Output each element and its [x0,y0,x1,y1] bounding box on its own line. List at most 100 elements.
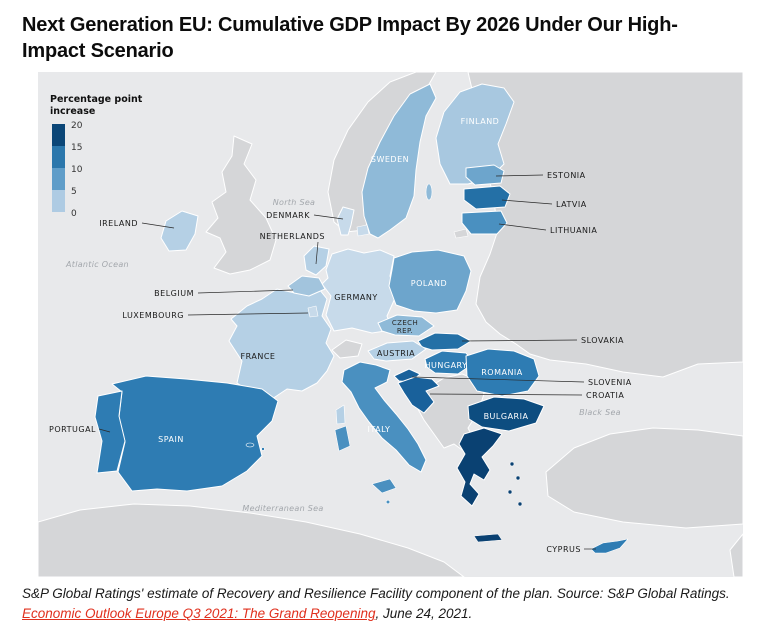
country-czech-republic [377,314,435,337]
sea-label-mediterranean-sea: Mediterranean Sea [242,504,323,513]
country-lithuania [461,210,508,235]
label-austria: AUSTRIA [377,349,415,358]
label-poland: POLAND [411,279,447,288]
label-germany: GERMANY [334,293,378,302]
country-belgium [287,275,326,297]
country-cyprus [590,538,629,554]
island-sardinia [334,425,351,452]
country-italy [341,361,427,473]
legend-title-line1: Percentage point [50,94,143,105]
country-france [228,282,335,400]
source-link[interactable]: Economic Outlook Europe Q3 2021: The Gra… [22,606,376,622]
label-latvia: LATVIA [556,200,587,209]
country-ireland [160,210,199,252]
label-denmark: DENMARK [266,211,310,220]
aegean-island [507,489,513,495]
label-slovakia: SLOVAKIA [581,336,624,345]
legend: Percentage point increase 20 15 10 5 0 [50,94,143,219]
sea-label-north-sea: North Sea [273,198,316,207]
leader-line-slovenia [411,376,585,383]
land-north-africa [38,503,465,577]
europe-map-container: IRELAND DENMARK NETHERLANDS BELGIUM LUXE… [38,72,743,577]
land-western-balkans [413,373,485,453]
legend-swatch-15-20 [52,124,65,146]
label-bulgaria: BULGARIA [484,412,529,421]
country-poland [388,249,472,314]
leader-line-luxembourg [187,312,309,316]
island-zealand [356,224,370,237]
label-belgium: BELGIUM [154,289,194,298]
leader-line-netherlands [315,241,319,265]
leader-line-latvia [501,199,553,205]
label-estonia: ESTONIA [547,171,586,180]
country-estonia [465,164,505,186]
leader-line-lithuania [498,223,547,231]
label-france: FRANCE [241,352,276,361]
sea-label-atlantic-ocean: Atlantic Ocean [65,260,129,269]
sea-label-black-sea: Black Sea [579,408,621,417]
legend-tick-0: 0 [71,209,77,219]
legend-title-line2: increase [50,106,95,117]
country-bulgaria [467,396,545,432]
source-note-text: S&P Global Ratings' estimate of Recovery… [22,586,730,601]
label-sweden: SWEDEN [371,155,409,164]
source-note-date: , June 24, 2021. [375,606,473,622]
island-gotland [425,183,433,201]
legend-tick-15: 15 [71,143,82,153]
label-lithuania: LITHUANIA [550,226,597,235]
country-malta [385,499,391,505]
aegean-island [509,461,515,467]
label-romania: ROMANIA [481,368,523,377]
label-finland: FINLAND [461,117,500,126]
country-hungary [424,350,475,375]
land-switzerland [331,339,363,359]
leader-line-croatia [429,393,583,396]
island-corsica [335,404,346,425]
land-united-kingdom [205,135,277,275]
legend-tick-20: 20 [71,121,83,131]
country-denmark [336,206,355,236]
island-sicily [371,478,397,494]
label-czech-line1: CZECH [392,319,418,327]
aegean-island [515,475,521,481]
legend-tick-10: 10 [71,165,83,175]
label-spain: SPAIN [158,435,184,444]
label-cyprus: CYPRUS [546,545,581,554]
country-romania [465,348,540,397]
land-levant [729,533,743,577]
label-italy: ITALY [368,425,391,434]
label-hungary: HUNGARY [425,361,468,370]
land-eastern-europe [467,72,743,378]
leader-line-ireland [141,222,175,229]
island-menorca [261,447,265,451]
leader-line-belgium [197,289,294,294]
land-turkey [545,427,743,529]
country-greece [456,427,503,507]
island-crete [473,533,503,543]
label-ireland: IRELAND [99,219,138,228]
page-title: Next Generation EU: Cumulative GDP Impac… [22,14,678,62]
label-slovenia: SLOVENIA [588,378,632,387]
leader-line-estonia [495,174,544,177]
land-kaliningrad [453,228,469,239]
label-netherlands: NETHERLANDS [260,232,325,241]
legend-swatch-10-15 [52,146,65,168]
aegean-island [517,501,523,507]
country-luxembourg [307,305,319,318]
legend-swatch-0-5 [52,190,65,212]
label-croatia: CROATIA [586,391,624,400]
europe-map: IRELAND DENMARK NETHERLANDS BELGIUM LUXE… [38,72,743,577]
country-austria [367,340,427,362]
label-czech-line2: REP. [397,327,413,335]
leader-line-slovakia [461,339,578,342]
legend-swatch-5-10 [52,168,65,190]
country-croatia [397,376,440,414]
country-latvia [463,185,511,210]
leader-line-denmark [313,214,344,220]
legend-tick-5: 5 [71,187,77,197]
island-mallorca [245,442,255,448]
leader-line-portugal [98,428,111,433]
source-note: S&P Global Ratings' estimate of Recovery… [22,584,748,625]
country-sweden [361,83,437,239]
